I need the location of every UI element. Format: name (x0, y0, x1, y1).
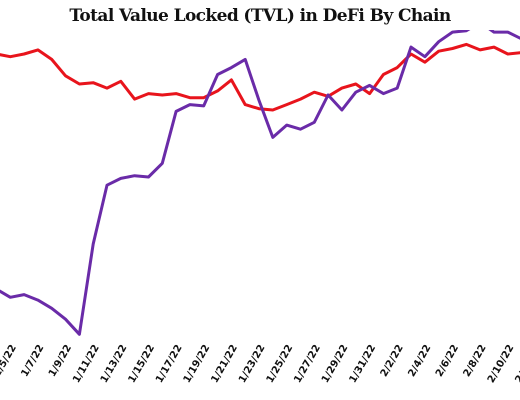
series-1-point (188, 96, 191, 99)
series-1-point (64, 74, 67, 77)
series-1-point (465, 43, 468, 46)
series-1-point (285, 103, 288, 106)
series-2-point (271, 136, 274, 139)
series-line-1 (0, 42, 520, 112)
series-2-point (161, 162, 164, 165)
series-1-point (299, 98, 302, 101)
series-1-point (368, 92, 371, 95)
x-tick-label: 1/9/22 (47, 343, 74, 379)
series-1-point (9, 55, 12, 58)
series-1-point (437, 50, 440, 53)
series-2-point (133, 174, 136, 177)
series-1-point (506, 53, 509, 56)
series-1-point (396, 66, 399, 69)
series-1-point (175, 92, 178, 95)
series-1-point (161, 94, 164, 97)
series-2-point (479, 21, 482, 24)
series-1-point (106, 87, 109, 90)
x-tick-label: 1/23/22 (237, 343, 268, 385)
series-1-point (354, 83, 357, 86)
series-1-point (202, 96, 205, 99)
series-2-point (410, 46, 413, 49)
series-1-point (271, 109, 274, 112)
series-2-point (354, 91, 357, 94)
series-2-point (327, 94, 330, 97)
x-tick-label: 1/27/22 (292, 343, 323, 385)
series-1-point (92, 81, 95, 84)
series-2-point (106, 184, 109, 187)
series-1-point (258, 107, 261, 110)
series-1-point (244, 103, 247, 106)
series-2-point (368, 84, 371, 87)
series-2-point (285, 124, 288, 127)
series-1-point (119, 80, 122, 83)
series-1-point (147, 92, 150, 95)
series-2-point (506, 31, 509, 34)
series-2-point (313, 121, 316, 124)
x-tick-label: 1/5/22 (0, 343, 19, 379)
series-1-point (423, 61, 426, 64)
x-tick-label: 2/6/22 (434, 343, 461, 379)
series-2-point (396, 87, 399, 90)
series-1-point (313, 91, 316, 94)
series-1-point (230, 78, 233, 81)
series-2-point (202, 104, 205, 107)
series-2-point (244, 58, 247, 61)
series-2-point (299, 128, 302, 131)
series-2-point (382, 92, 385, 95)
series-2-point (188, 103, 191, 106)
x-tick-label: 1/21/22 (209, 343, 240, 385)
series-1-point (78, 83, 81, 86)
series-1-point (382, 73, 385, 76)
series-2-point (423, 55, 426, 58)
series-2-point (451, 31, 454, 34)
series-2-point (437, 40, 440, 43)
x-tick-label: 1/13/22 (99, 343, 130, 385)
series-2-point (119, 177, 122, 180)
series-2-point (230, 66, 233, 69)
series-1-point (133, 98, 136, 101)
x-tick-label: 1/15/22 (127, 343, 158, 385)
series-2-point (50, 307, 53, 310)
series-2-point (64, 318, 67, 321)
series-2-point (258, 99, 261, 102)
series-line-2 (0, 30, 520, 336)
series-2-point (92, 243, 95, 246)
series-1-point (451, 47, 454, 50)
series-1-point (493, 46, 496, 49)
series-2-point (340, 109, 343, 112)
series-1-point (36, 48, 39, 51)
series-1-point (479, 48, 482, 51)
x-tick-label: 2/2/22 (379, 343, 406, 379)
series-1-point (23, 53, 26, 56)
series-1-point (340, 87, 343, 90)
series-group (0, 21, 520, 336)
x-tick-label: 1/11/22 (71, 343, 102, 385)
x-tick-label: 1/7/22 (19, 343, 46, 379)
series-2-point (9, 296, 12, 299)
series-2-point (493, 31, 496, 34)
series-2-point (23, 293, 26, 296)
x-tick-label: 2/10/22 (486, 343, 517, 385)
series-2-point (465, 29, 468, 32)
x-tick-label: 2/4/22 (406, 343, 433, 379)
series-2-point (175, 110, 178, 113)
series-2-point (36, 299, 39, 302)
series-2-point (147, 176, 150, 179)
x-tick-label: 1/19/22 (182, 343, 213, 385)
x-tick-label: 1/31/22 (348, 343, 379, 385)
series-1-point (216, 89, 219, 92)
series-1-point (50, 58, 53, 61)
series-2-point (78, 333, 81, 336)
x-tick-label: 1/25/22 (265, 343, 296, 385)
x-tick-label: 1/17/22 (154, 343, 185, 385)
x-tick-label: 2/8/22 (462, 343, 489, 379)
series-2-point (216, 73, 219, 76)
x-tick-label: 1/29/22 (320, 343, 351, 385)
chart-title: Total Value Locked (TVL) in DeFi By Chai… (69, 6, 451, 26)
